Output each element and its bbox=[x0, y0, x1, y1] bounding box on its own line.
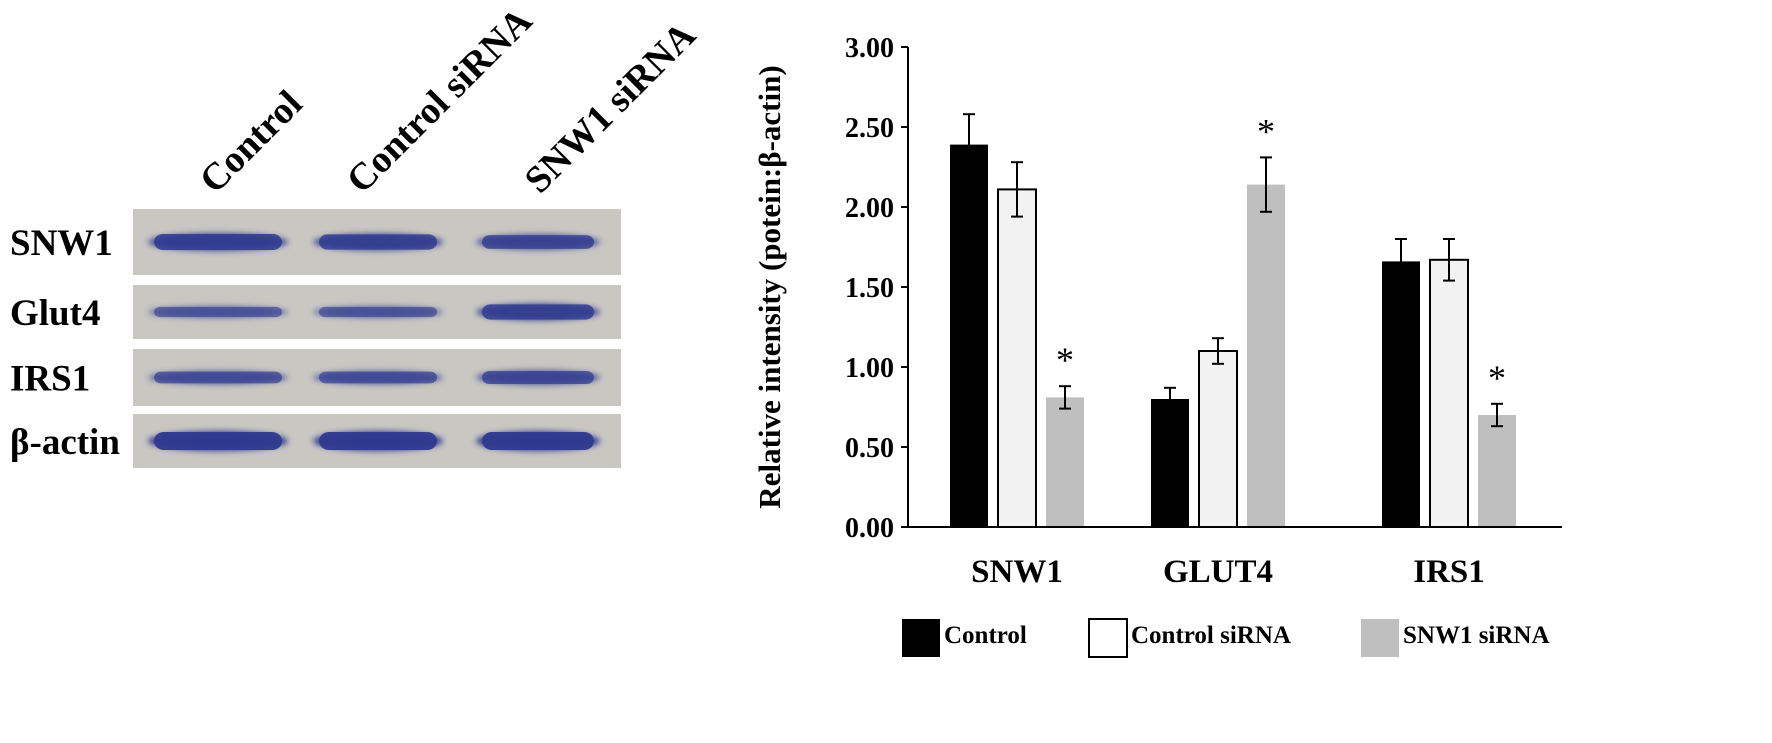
legend-item-snw1-sirna: SNW1 siRNA bbox=[1361, 619, 1550, 657]
y-tick-label: 1.00 bbox=[845, 353, 894, 384]
legend-swatch bbox=[902, 619, 940, 657]
blot-row-snw1: SNW1 bbox=[10, 209, 621, 275]
lane-labels: Control Control siRNA SNW1 siRNA bbox=[192, 0, 705, 201]
y-axis-label: Relative intensity (potein:β-actin) bbox=[752, 65, 787, 508]
lane-label-snw1-sirna: SNW1 siRNA bbox=[517, 14, 705, 202]
blot-band-core bbox=[482, 432, 594, 450]
error-bar bbox=[1011, 161, 1023, 218]
western-blot: Control Control siRNA SNW1 siRNA SNW1 Glu… bbox=[10, 0, 704, 468]
blot-band-core bbox=[154, 234, 282, 250]
bars bbox=[950, 144, 1516, 528]
legend: Control Control siRNA SNW1 siRNA bbox=[902, 618, 1550, 658]
blot-band-core bbox=[319, 234, 437, 250]
blot-band-core bbox=[319, 371, 437, 384]
legend-label: Control siRNA bbox=[1131, 622, 1291, 649]
x-tick-label-snw1: SNW1 bbox=[971, 554, 1063, 590]
x-tick-label-irs1: IRS1 bbox=[1413, 554, 1485, 590]
error-bar bbox=[963, 113, 975, 176]
blot-band-core bbox=[154, 306, 282, 318]
bar-snw1-control bbox=[950, 144, 988, 527]
blot-band-core bbox=[482, 304, 594, 320]
significance-asterisk: * bbox=[1257, 111, 1275, 151]
error-bar bbox=[1395, 238, 1407, 285]
blot-row-label: Glut4 bbox=[10, 293, 100, 334]
bar-chart: Relative intensity (potein:β-actin) 0.00… bbox=[752, 33, 1562, 658]
error-bar bbox=[1059, 385, 1071, 410]
bar-glut4-snw1-sirna bbox=[1247, 184, 1285, 527]
y-tick-label: 1.50 bbox=[845, 273, 894, 304]
legend-label: Control bbox=[944, 622, 1027, 649]
legend-label: SNW1 siRNA bbox=[1403, 622, 1550, 649]
significance-asterisk: * bbox=[1056, 340, 1074, 380]
blot-band-core bbox=[154, 371, 282, 384]
lane-label-control: Control bbox=[192, 83, 311, 202]
x-axis: SNW1 GLUT4 IRS1 bbox=[908, 526, 1562, 590]
bar-irs1-control bbox=[1382, 261, 1420, 527]
blot-band-core bbox=[482, 235, 594, 249]
y-axis: 0.00 0.50 1.00 1.50 2.00 2.50 3.00 bbox=[845, 33, 909, 544]
bar-snw1-control-sirna bbox=[997, 188, 1037, 528]
y-tick-label: 2.00 bbox=[845, 193, 894, 224]
y-tick-label: 0.50 bbox=[845, 433, 894, 464]
error-bar bbox=[1491, 402, 1503, 428]
bar-irs1-control-sirna bbox=[1429, 258, 1469, 528]
legend-swatch bbox=[1361, 619, 1399, 657]
y-tick-label: 3.00 bbox=[845, 33, 894, 64]
blot-row-label: β-actin bbox=[10, 422, 120, 463]
blot-band-core bbox=[482, 370, 594, 385]
blot-band-core bbox=[154, 432, 282, 450]
error-bars bbox=[963, 113, 1503, 428]
error-bar bbox=[1212, 337, 1224, 365]
blot-row-irs1: IRS1 bbox=[10, 349, 621, 406]
blot-band-core bbox=[319, 432, 437, 450]
y-tick-label: 0.00 bbox=[845, 513, 894, 544]
y-tick-label: 2.50 bbox=[845, 113, 894, 144]
error-bar bbox=[1260, 156, 1272, 213]
x-tick-label-glut4: GLUT4 bbox=[1163, 554, 1273, 590]
legend-item-control: Control bbox=[902, 619, 1027, 657]
bar-irs1-snw1-sirna bbox=[1478, 415, 1516, 527]
blot-band-core bbox=[319, 306, 437, 318]
legend-item-control-sirna: Control siRNA bbox=[1088, 618, 1291, 658]
bar-glut4-control-sirna bbox=[1198, 350, 1238, 528]
error-bar bbox=[1443, 238, 1455, 282]
significance-asterisk: * bbox=[1488, 358, 1506, 398]
blot-row-actin: β-actin bbox=[10, 414, 621, 468]
bar-snw1-snw1-sirna bbox=[1046, 397, 1084, 527]
blot-rows: SNW1 Glut4 IRS1 β-actin bbox=[10, 209, 621, 468]
blot-row-label: SNW1 bbox=[10, 223, 113, 264]
error-bar bbox=[1164, 386, 1176, 412]
significance-markers: * * * bbox=[1056, 111, 1506, 397]
bar-glut4-control bbox=[1151, 399, 1189, 527]
legend-swatch bbox=[1088, 618, 1128, 658]
lane-label-control-sirna: Control siRNA bbox=[339, 0, 541, 201]
blot-row-glut4: Glut4 bbox=[10, 285, 621, 339]
blot-row-label: IRS1 bbox=[10, 359, 90, 400]
